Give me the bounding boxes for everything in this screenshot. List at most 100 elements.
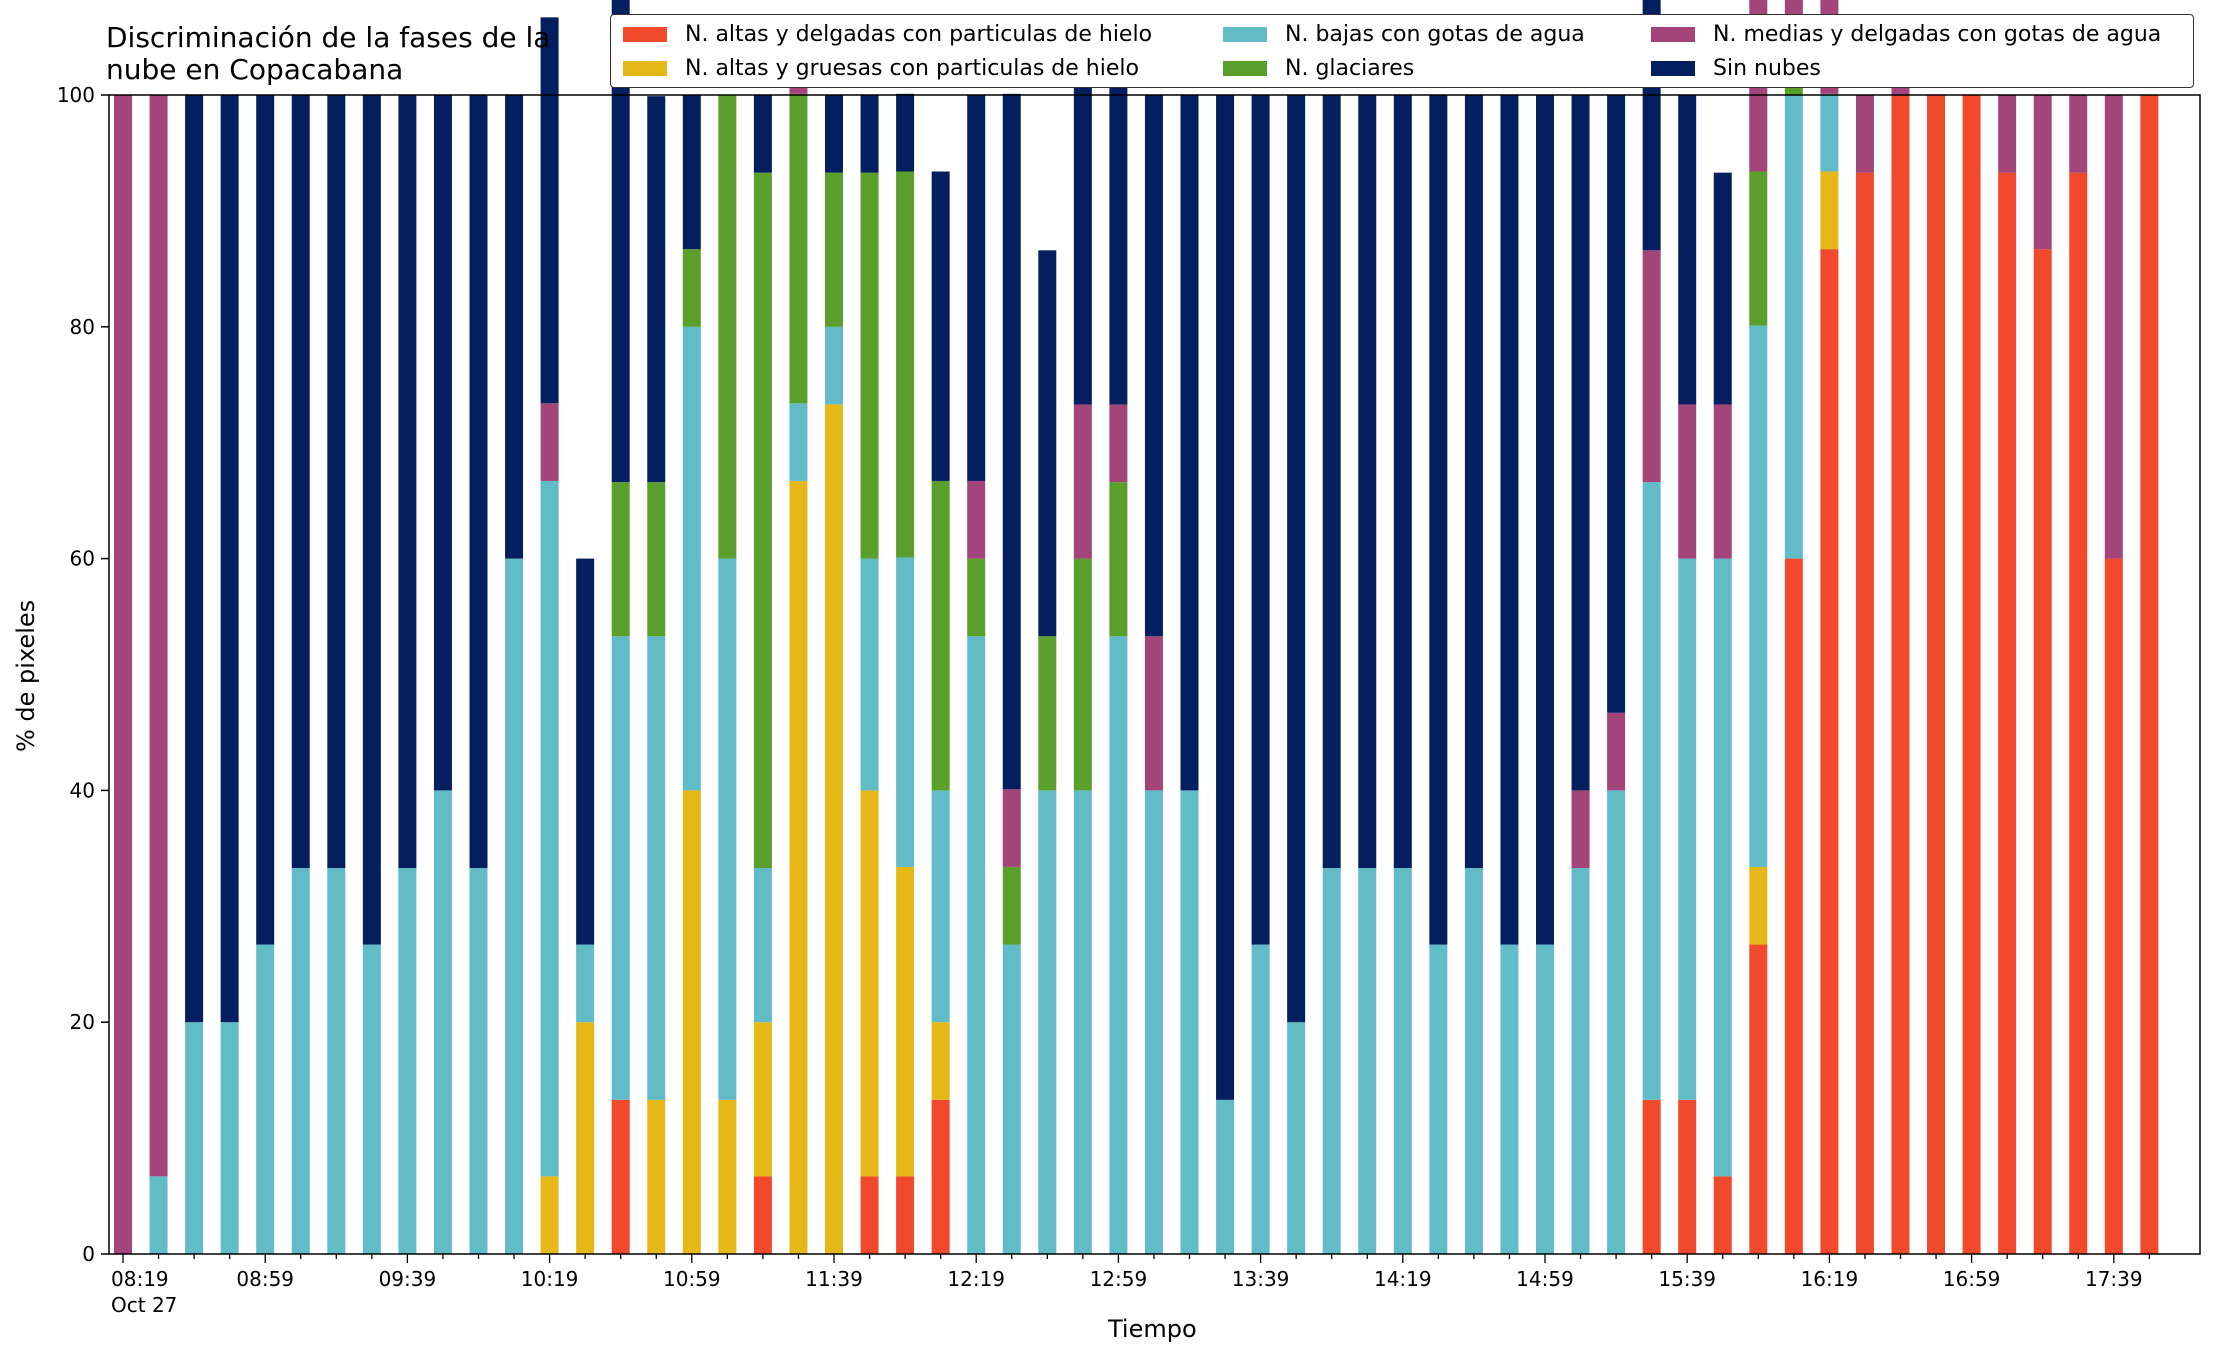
- bar-altas_gruesas-11:29: [789, 480, 808, 1254]
- y-tick-label: 20: [70, 1010, 95, 1034]
- legend-label: N. altas y gruesas con particulas de hie…: [685, 55, 1139, 81]
- bar-altas_delgadas-11:59: [896, 1176, 915, 1254]
- bar-sin_nubes-09:59: [469, 95, 488, 869]
- bar-glaciares-11:09: [718, 95, 737, 559]
- bar-sin_nubes-08:39: [185, 95, 204, 1023]
- bar-altas_gruesas-15:59: [1749, 866, 1768, 945]
- y-axis: 0 20 40 60 80 100: [57, 83, 109, 1266]
- bar-bajas-08:39: [185, 1022, 204, 1254]
- bar-sin_nubes-13:59: [1322, 95, 1341, 869]
- bar-bajas-11:39: [825, 326, 843, 405]
- bar-sin_nubes-10:39: [611, 0, 630, 483]
- bar-altas_delgadas-12:09: [931, 1099, 950, 1254]
- bar-sin_nubes-12:19: [967, 95, 986, 481]
- x-tick-label: 11:39: [805, 1267, 863, 1291]
- bar-bajas-15:09: [1571, 868, 1590, 1254]
- bar-medias-16:09: [1784, 0, 1803, 18]
- bar-medias-12:29: [1002, 789, 1021, 867]
- bar-bajas-12:59: [1109, 636, 1128, 1254]
- bar-altas_gruesas-10:49: [647, 1099, 666, 1254]
- bar-bajas-13:19: [1180, 790, 1199, 1254]
- bar-bajas-10:49: [647, 636, 666, 1100]
- bar-glaciares-12:09: [931, 480, 950, 791]
- bar-bajas-11:19: [753, 868, 772, 1023]
- bar-bajas-11:29: [789, 403, 808, 481]
- legend-item-glaciares: N. glaciares: [1223, 53, 1414, 83]
- bar-medias-17:19: [2033, 95, 2052, 250]
- bar-altas_delgadas-15:29: [1642, 1099, 1661, 1254]
- bar-sin_nubes-09:39: [398, 95, 417, 869]
- bar-sin_nubes-14:09: [1358, 95, 1377, 869]
- y-tick-label: 0: [82, 1242, 95, 1266]
- x-tick-label: 10:59: [663, 1267, 721, 1291]
- bar-bajas-12:19: [967, 636, 986, 1254]
- bar-bajas-15:59: [1749, 325, 1768, 867]
- bar-bajas-12:29: [1002, 944, 1021, 1254]
- legend-item-bajas: N. bajas con gotas de agua: [1223, 19, 1585, 49]
- bar-medias-15:19: [1607, 712, 1626, 791]
- bar-bajas-16:09: [1784, 95, 1803, 559]
- bar-altas_delgadas-16:09: [1784, 558, 1803, 1254]
- bar-altas_delgadas-16:19: [1820, 249, 1839, 1255]
- bar-bajas-10:29: [576, 944, 595, 1023]
- legend-swatch: [1223, 60, 1267, 76]
- bar-bajas-14:09: [1358, 868, 1377, 1254]
- bar-sin_nubes-08:49: [220, 95, 239, 1023]
- bar-altas_delgadas-17:29: [2069, 172, 2088, 1255]
- bar-bajas-11:49: [860, 558, 879, 791]
- bar-altas_delgadas-15:59: [1749, 944, 1768, 1254]
- bar-sin_nubes-13:39: [1251, 95, 1270, 945]
- y-tick-label: 60: [70, 547, 95, 571]
- bar-sin_nubes-14:19: [1393, 95, 1412, 869]
- x-tick-label: 08:19: [111, 1267, 169, 1291]
- bar-bajas-10:09: [505, 558, 524, 1254]
- legend-label: N. bajas con gotas de agua: [1285, 21, 1585, 47]
- bar-glaciares-12:39: [1038, 636, 1057, 791]
- bar-bajas-13:49: [1287, 1022, 1306, 1254]
- bar-sin_nubes-11:49: [860, 95, 879, 173]
- bar-altas_gruesas-10:29: [576, 1022, 595, 1254]
- bar-bajas-08:29: [149, 1176, 168, 1254]
- bar-bajas-08:49: [220, 1022, 239, 1254]
- x-tick-label: 10:19: [521, 1267, 579, 1291]
- bar-medias-15:39: [1678, 404, 1697, 559]
- legend-label: N. glaciares: [1285, 55, 1415, 81]
- bar-glaciares-10:39: [611, 482, 630, 637]
- bar-glaciares-11:29: [789, 93, 808, 404]
- legend-label: Sin nubes: [1713, 55, 1821, 81]
- bar-glaciares-12:19: [967, 558, 986, 637]
- x-tick-label: 14:59: [1516, 1267, 1574, 1291]
- bar-bajas-12:49: [1073, 790, 1092, 1254]
- bar-glaciares-10:59: [682, 249, 701, 327]
- bar-sin_nubes-13:49: [1287, 95, 1306, 1023]
- bar-medias-08:29: [149, 95, 168, 1177]
- x-tick-label: 08:59: [236, 1267, 294, 1291]
- legend-swatch: [1651, 26, 1695, 42]
- legend-item-altas_gruesas: N. altas y gruesas con particulas de hie…: [623, 53, 1139, 83]
- bar-sin_nubes-10:49: [647, 96, 666, 483]
- bar-sin_nubes-13:09: [1144, 95, 1163, 637]
- bar-sin_nubes-10:19: [540, 17, 559, 404]
- bar-sin_nubes-12:59: [1109, 18, 1128, 405]
- bar-bajas-11:09: [718, 558, 737, 1100]
- bar-altas_gruesas-16:19: [1820, 171, 1839, 250]
- bar-bajas-14:19: [1393, 868, 1412, 1254]
- bar-sin_nubes-15:39: [1678, 95, 1697, 405]
- bar-sin_nubes-09:19: [327, 95, 346, 869]
- legend-swatch: [1651, 60, 1695, 76]
- bar-glaciares-11:59: [896, 171, 915, 558]
- bar-sin_nubes-14:39: [1464, 95, 1483, 869]
- bar-bajas-09:49: [433, 790, 452, 1254]
- bar-altas_delgadas-17:39: [2104, 558, 2123, 1254]
- bar-altas_gruesas-10:19: [540, 1176, 559, 1254]
- bar-altas_gruesas-11:49: [860, 790, 879, 1177]
- x-axis: 08:19 08:59 09:39 10:19 10:59 11:39 12:19 12:59…: [111, 1254, 2151, 1317]
- bar-glaciares-11:39: [825, 172, 843, 327]
- bar-bajas-13:59: [1322, 868, 1341, 1254]
- bar-glaciares-15:59: [1749, 171, 1768, 326]
- bar-bajas-09:59: [469, 868, 488, 1254]
- bar-medias-12:59: [1109, 404, 1128, 483]
- x-tick-label: 17:39: [2085, 1267, 2143, 1291]
- bar-medias-12:49: [1073, 404, 1092, 559]
